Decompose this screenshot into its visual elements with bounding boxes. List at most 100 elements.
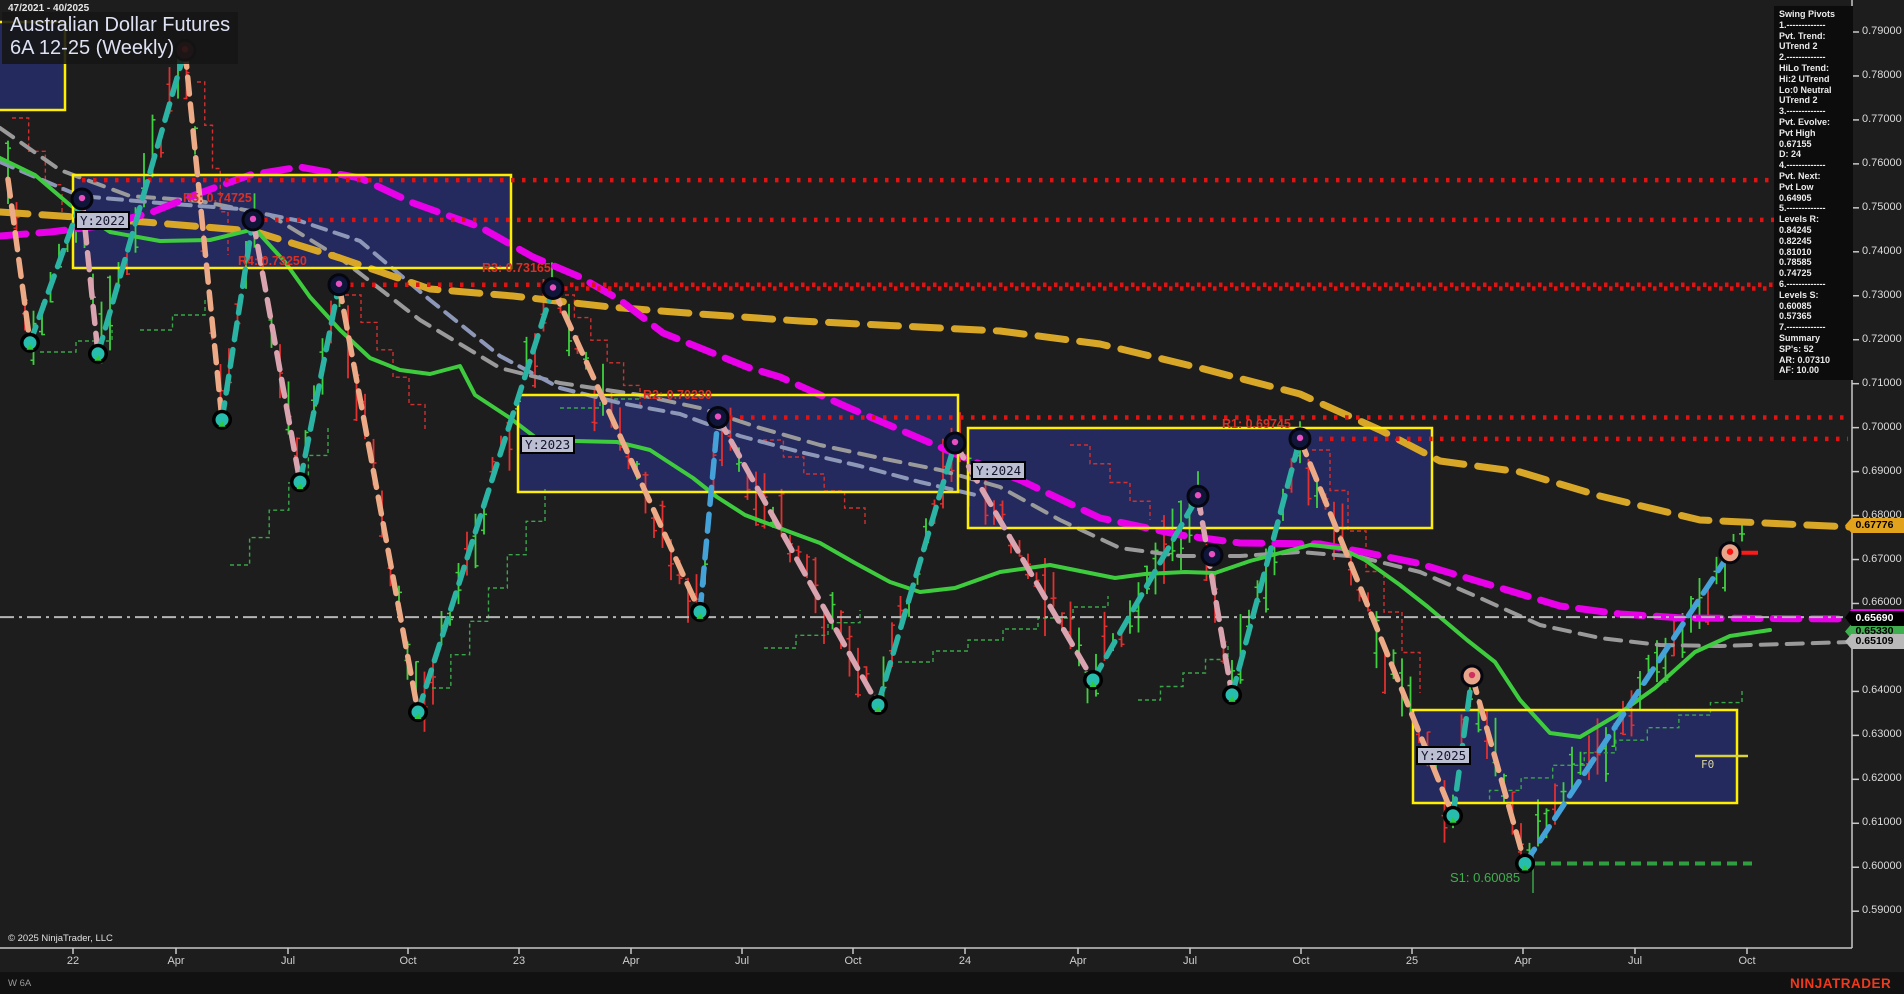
time-axis-tick-label: 23	[512, 955, 526, 967]
price-axis-tick-label: 0.75000	[1862, 200, 1902, 213]
pivot-high-marker[interactable]	[1200, 543, 1224, 567]
pivot-low-marker[interactable]	[1083, 669, 1103, 690]
panel-line: 0.84245	[1779, 224, 1812, 235]
panel-line: 0.74725	[1779, 268, 1812, 279]
time-axis-tick-label: Oct	[1738, 955, 1756, 967]
zigzag-leg-pink	[715, 414, 881, 708]
pivot-high-marker[interactable]	[327, 273, 351, 297]
pivot-high-marker[interactable]	[1288, 427, 1312, 451]
price-tag: 0.65109	[1845, 634, 1904, 649]
price-axis-tick-label: 0.69000	[1862, 464, 1902, 477]
pivot-high-marker[interactable]	[1460, 664, 1484, 688]
price-axis-tick-label: 0.76000	[1862, 156, 1902, 169]
swing-pivots-panel: Swing Pivots 1.------------- Pvt. Trend: UT…	[1774, 6, 1853, 381]
time-axis-tick-label: Apr	[1514, 955, 1532, 967]
time-axis-tick-label: 25	[1405, 955, 1419, 967]
panel-line: 0.67155	[1779, 138, 1812, 149]
panel-line: 0.81010	[1779, 246, 1812, 257]
panel-line: Swing Pivots	[1779, 9, 1836, 19]
year-label-chip: Y:2023	[520, 435, 576, 454]
zigzag-leg-teal	[95, 47, 188, 357]
resistance-level-label: R5: 0.74725	[183, 191, 252, 205]
pivot-high-marker[interactable]	[70, 187, 94, 211]
panel-line: Pvt. Trend:	[1779, 30, 1826, 41]
f0-projection-label: F0	[1701, 758, 1715, 771]
time-axis-tick-label: Jul	[1627, 955, 1643, 967]
pivot-high-marker[interactable]	[541, 277, 565, 301]
zigzag-leg-teal	[219, 217, 256, 423]
stop-steps-red	[197, 81, 229, 255]
year-label-chip: Y:2025	[1416, 746, 1472, 765]
year-label-chip: Y:2024	[971, 461, 1027, 480]
status-bar	[0, 972, 1904, 994]
time-axis-tick-label: Oct	[399, 955, 417, 967]
price-axis-tick-label: 0.68000	[1862, 508, 1902, 521]
ma-slate-dashed	[0, 160, 982, 498]
panel-line: Lo:0 Neutral	[1779, 84, 1832, 95]
stop-steps-green	[1138, 646, 1229, 701]
pivot-low-marker[interactable]	[1515, 853, 1535, 874]
panel-line: Levels S:	[1779, 289, 1819, 300]
price-axis-tick-label: 0.66000	[1862, 596, 1902, 609]
stop-steps-green	[764, 610, 861, 649]
series-status-label: W 6A	[8, 978, 32, 989]
year-range-box-border[interactable]	[966, 426, 1434, 530]
pivot-high-marker[interactable]	[241, 208, 265, 232]
price-axis-tick-label: 0.59000	[1862, 904, 1902, 917]
stop-steps-green	[898, 596, 1109, 663]
support-level-label: S1: 0.60085	[1450, 870, 1521, 885]
date-range-label: 47/2021 - 40/2025	[8, 3, 90, 14]
price-axis-tick-label: 0.61000	[1862, 816, 1902, 829]
zigzag-leg-blue	[1522, 549, 1733, 867]
pivot-high-marker[interactable]	[706, 406, 730, 430]
panel-line: 5.-------------	[1779, 203, 1826, 214]
zigzag-leg-teal	[415, 285, 556, 715]
panel-line: Pvt High	[1779, 127, 1816, 138]
resistance-level-label: R3: 0.73165	[482, 261, 551, 275]
pivot-low-marker[interactable]	[1222, 684, 1242, 705]
pivot-low-marker[interactable]	[1443, 805, 1463, 826]
instrument-name: Australian Dollar Futures	[10, 14, 231, 36]
time-axis-tick-label: Apr	[622, 955, 640, 967]
resistance-level-label: R1: 0.69745	[1222, 417, 1291, 431]
pivot-low-marker[interactable]	[20, 332, 40, 353]
resistance-level-label: R4: 0.73250	[238, 254, 307, 268]
pivot-high-marker[interactable]	[943, 431, 967, 455]
stop-steps-red	[763, 439, 866, 525]
pivot-low-marker[interactable]	[690, 601, 710, 622]
stop-steps-red	[12, 117, 63, 218]
panel-line: 2.-------------	[1779, 52, 1826, 63]
price-tag: 0.65690	[1845, 609, 1904, 626]
pivot-low-marker[interactable]	[868, 695, 888, 716]
price-axis-tick-label: 0.73000	[1862, 288, 1902, 301]
panel-line: 6.-------------	[1779, 278, 1826, 289]
price-axis-tick-label: 0.71000	[1862, 376, 1902, 389]
ma-gray-dashed	[0, 126, 1852, 648]
stop-steps-red	[1312, 449, 1421, 693]
pivot-high-marker[interactable]	[1186, 484, 1210, 508]
panel-line: Summary	[1779, 332, 1821, 343]
zigzag-leg-teal	[297, 282, 342, 485]
panel-line: 0.78585	[1779, 257, 1812, 268]
contract-interval: 6A 12-25 (Weekly)	[10, 37, 175, 59]
zigzag-leg-teal	[1229, 436, 1303, 698]
pivot-low-marker[interactable]	[290, 472, 310, 493]
pivot-low-marker[interactable]	[212, 409, 232, 430]
time-axis-tick-label: Jul	[280, 955, 296, 967]
panel-line: 4.-------------	[1779, 160, 1826, 171]
zigzag-leg-salmon	[1469, 673, 1528, 867]
time-axis-tick-label: Jul	[734, 955, 750, 967]
price-axis-tick-label: 0.74000	[1862, 244, 1902, 257]
price-tag: 0.67776	[1845, 518, 1904, 533]
zigzag-leg-pink	[952, 440, 1096, 683]
zigzag-leg-salmon	[5, 176, 33, 346]
pivot-low-marker[interactable]	[88, 343, 108, 364]
ma-gold-dashed	[0, 208, 1854, 531]
stop-steps-red	[558, 294, 641, 408]
pivot-low-marker[interactable]	[408, 702, 428, 723]
panel-line: AF: 10.00	[1779, 365, 1820, 376]
pivot-high-marker[interactable]	[1718, 541, 1742, 565]
year-range-box-border[interactable]	[71, 173, 513, 270]
